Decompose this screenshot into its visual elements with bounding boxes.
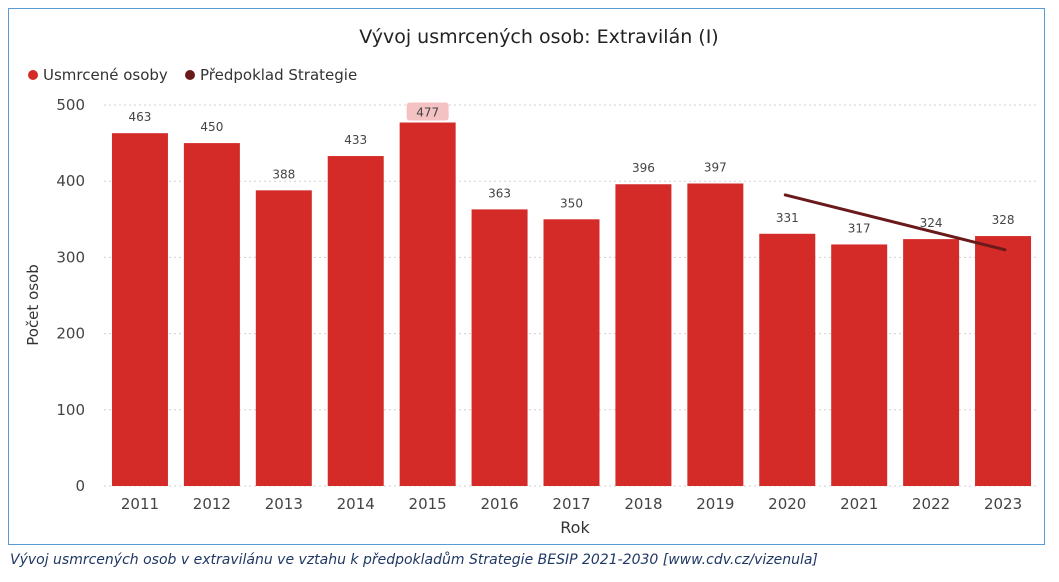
x-tick-label: 2018 <box>624 495 662 513</box>
bar-2015[interactable] <box>399 122 456 486</box>
data-label: 324 <box>920 216 943 230</box>
data-label: 331 <box>776 211 799 225</box>
chart-title: Vývoj usmrcených osob: Extravilán (I) <box>359 26 718 48</box>
x-tick-label: 2021 <box>840 495 878 513</box>
x-tick-label: 2019 <box>696 495 734 513</box>
y-tick-label: 100 <box>56 401 85 419</box>
x-tick-label: 2017 <box>552 495 590 513</box>
bar-2020[interactable] <box>759 233 816 486</box>
data-label: 363 <box>488 186 511 200</box>
data-label: 328 <box>992 213 1015 227</box>
legend-marker-bars <box>28 70 38 80</box>
bar-2012[interactable] <box>183 143 240 486</box>
data-label: 350 <box>560 196 583 210</box>
bar-2021[interactable] <box>831 244 888 486</box>
bars <box>111 122 1032 487</box>
data-label: 397 <box>704 160 727 174</box>
x-tick-label: 2012 <box>193 495 231 513</box>
x-tick-label: 2020 <box>768 495 806 513</box>
chart-svg: Vývoj usmrcených osob: Extravilán (I) Us… <box>24 26 1039 537</box>
figure-caption: Vývoj usmrcených osob v extravilánu ve v… <box>10 552 818 568</box>
bar-2022[interactable] <box>903 239 960 486</box>
bar-2013[interactable] <box>255 190 312 486</box>
y-tick-label: 500 <box>56 96 85 114</box>
data-label: 450 <box>200 120 223 134</box>
data-label-highlight <box>406 102 449 121</box>
data-label: 463 <box>129 110 152 124</box>
x-tick-label: 2011 <box>121 495 159 513</box>
strategy-line <box>783 193 1007 252</box>
y-tick-label: 200 <box>56 325 85 343</box>
bar-2016[interactable] <box>471 209 528 487</box>
legend: Usmrcené osoby Předpoklad Strategie <box>28 66 357 84</box>
x-axis-label: Rok <box>560 518 590 537</box>
chart-frame: Vývoj usmrcených osob: Extravilán (I) Us… <box>8 8 1045 545</box>
y-axis-ticks: 0 100 200 300 400 500 <box>56 96 85 495</box>
bar-2014[interactable] <box>327 156 384 486</box>
bar-2017[interactable] <box>543 219 600 487</box>
x-tick-label: 2016 <box>480 495 518 513</box>
bar-2018[interactable] <box>615 184 672 487</box>
x-tick-label: 2022 <box>912 495 950 513</box>
legend-label-bars[interactable]: Usmrcené osoby <box>43 66 168 84</box>
y-tick-label: 0 <box>75 477 85 495</box>
bar-2019[interactable] <box>687 183 744 486</box>
x-tick-label: 2014 <box>337 495 375 513</box>
data-label: 433 <box>344 133 367 147</box>
x-tick-label: 2013 <box>265 495 303 513</box>
y-tick-label: 300 <box>56 248 85 266</box>
bar-2023[interactable] <box>975 236 1032 486</box>
data-label: 388 <box>272 167 295 181</box>
y-axis-label: Počet osob <box>24 264 42 346</box>
bar-2011[interactable] <box>111 133 168 486</box>
x-axis-ticks: 2011 2012 2013 2014 2015 2016 2017 2018 2019 2020… <box>121 495 1022 513</box>
x-tick-label: 2023 <box>984 495 1022 513</box>
legend-marker-line <box>185 70 195 80</box>
legend-label-line[interactable]: Předpoklad Strategie <box>200 66 357 84</box>
data-label: 317 <box>848 221 871 235</box>
x-tick-label: 2015 <box>409 495 447 513</box>
data-label: 477 <box>416 106 439 120</box>
data-labels: 463 450 388 433 477 363 350 396 397 331 317 324 328 <box>129 102 1015 235</box>
strategy-line-segment[interactable] <box>783 193 1007 252</box>
y-tick-label: 400 <box>56 172 85 190</box>
data-label: 396 <box>632 161 655 175</box>
